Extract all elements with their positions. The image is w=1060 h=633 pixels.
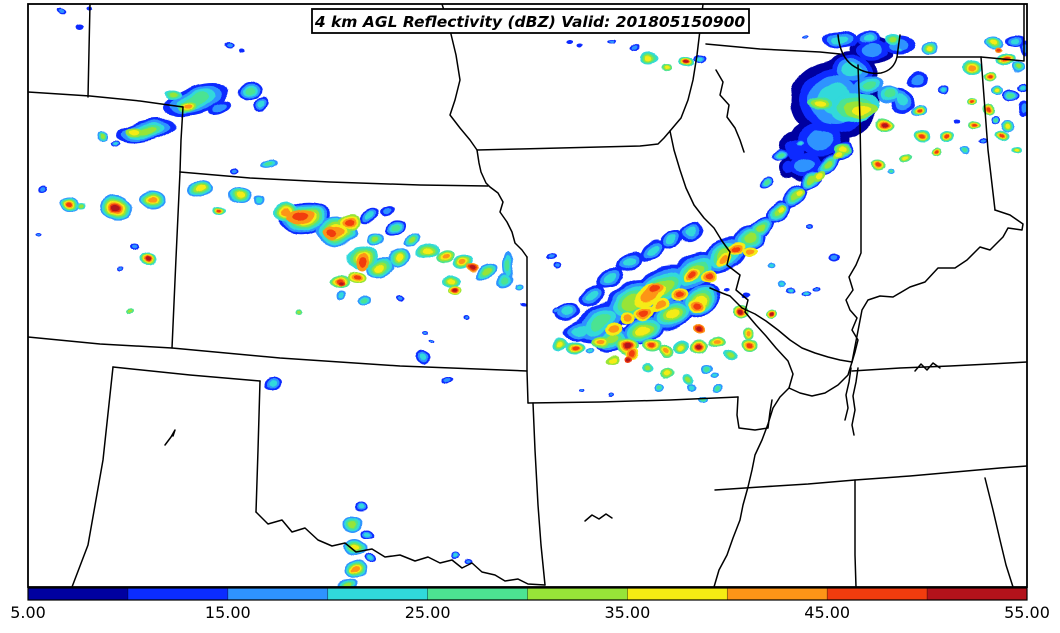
state-border	[851, 209, 1024, 363]
state-border	[112, 366, 261, 382]
radar-level-9	[111, 60, 888, 362]
state-border	[705, 43, 841, 55]
state-border	[532, 402, 546, 586]
state-border	[914, 362, 941, 372]
colorbar-tick-label: 25.00	[405, 603, 451, 622]
state-border	[441, 4, 528, 258]
state-border	[171, 171, 181, 349]
state-border	[896, 4, 1025, 62]
state-border	[584, 513, 613, 522]
colorbar-outline	[27, 587, 1028, 601]
state-border	[788, 361, 853, 397]
colorbar-segment	[127, 588, 229, 600]
state-border	[28, 91, 184, 108]
colorbar-segment	[227, 588, 329, 600]
colorbar-segment	[827, 588, 928, 600]
radar-echoes-layer	[34, 6, 1027, 587]
state-border	[851, 361, 1027, 372]
state-border	[179, 171, 489, 187]
colorbar-segment	[527, 588, 628, 600]
state-border	[837, 34, 901, 75]
colorbar-segment	[727, 588, 828, 600]
colorbar-tick-label: 45.00	[804, 603, 850, 622]
state-border	[854, 479, 857, 587]
map-frame	[27, 3, 1028, 588]
state-border	[164, 429, 176, 446]
colorbar-tick-label: 15.00	[205, 603, 251, 622]
state-border	[179, 106, 184, 173]
colorbar-segment	[28, 588, 129, 600]
colorbar-segment	[427, 588, 528, 600]
state-border	[526, 256, 529, 404]
state-border	[715, 69, 745, 153]
colorbar-segment	[927, 588, 1028, 600]
state-border	[844, 367, 859, 436]
title-box	[311, 8, 750, 34]
colorbar: 5.00 15.00 25.00 35.00 45.00 55.00	[10, 587, 1050, 622]
map-title: 4 km AGL Reflectivity (dBZ) Valid: 20180…	[314, 13, 746, 31]
state-border	[476, 130, 671, 151]
colorbar-segment	[327, 588, 429, 600]
state-border	[669, 130, 794, 587]
state-border	[984, 477, 1014, 587]
state-border	[255, 380, 261, 513]
state-border	[527, 396, 739, 404]
title-box-group: 4 km AGL Reflectivity (dBZ) Valid: 20180…	[311, 8, 750, 34]
state-border	[709, 287, 853, 363]
state-border	[736, 396, 773, 431]
state-border	[28, 336, 528, 372]
colorbar-tick-label: 55.00	[1004, 603, 1050, 622]
state-border	[87, 4, 91, 98]
colorbar-tick-label: 35.00	[604, 603, 650, 622]
state-border	[255, 511, 546, 586]
state-borders-layer	[28, 4, 1027, 587]
colorbar-segment	[627, 588, 728, 600]
state-border	[71, 366, 114, 587]
state-border	[980, 56, 996, 211]
state-border	[714, 465, 1027, 491]
colorbar-tick-label: 5.00	[10, 603, 46, 622]
